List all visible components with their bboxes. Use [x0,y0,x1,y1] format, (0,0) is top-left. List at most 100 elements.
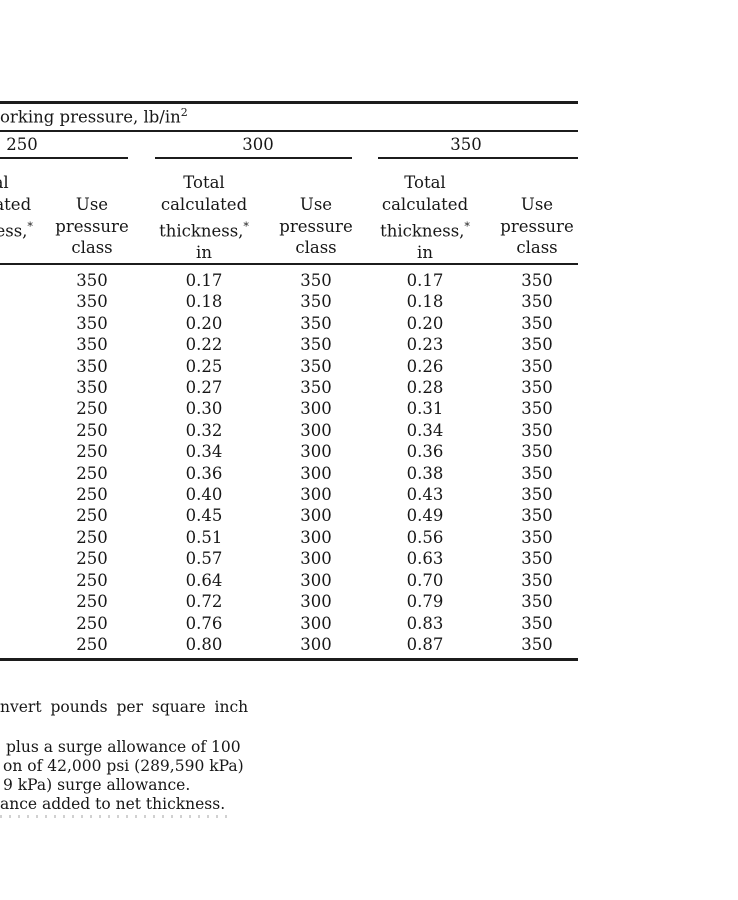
table-cell: 0.56 [406,527,444,547]
table-cell: 350 [521,506,553,526]
header-line: calculated [0,194,72,216]
title-underline-rule [0,130,578,132]
header-line: Use [75,194,109,214]
table-cell: 350 [521,485,553,505]
table-cell: 300 [300,527,332,547]
table-cell: 300 [300,570,332,590]
column-header-use-350: Use pressure class [453,172,621,259]
table-cell: 250 [76,399,108,419]
header-line: class [516,238,558,258]
header-line: in [417,242,433,262]
title-text: orking pressure, lb/in [0,107,181,127]
table-cell: 0.25 [185,356,223,376]
header-line: in [196,242,212,262]
col-use-300: 350 350 350 350 350 350 300 300 300 300 300 300 300 3… [271,270,361,655]
table-cell: 300 [300,592,332,612]
table-cell: 0.87 [406,634,444,654]
table-cell: 350 [521,271,553,290]
table-cell: 0.26 [406,356,444,376]
table-cell: 300 [300,613,332,633]
table-cell: 350 [521,634,553,654]
table-cell: 250 [76,527,108,547]
table-cell: 0.28 [406,378,444,398]
table-cell: 0.49 [406,506,444,526]
header-line: thickness,* [341,216,509,242]
header-word: calculated [0,194,32,214]
table-title-fragment: orking pressure, lb/in2 [0,106,188,127]
footnote-line-4: ance added to net thickness. [0,795,226,813]
table-cell: 300 [300,420,332,440]
table-cell: 350 [521,356,553,376]
table-cell: 350 [521,292,553,312]
header-line: Total [0,173,9,192]
table-cell: 250 [76,592,108,612]
table-cell: 350 [521,313,553,333]
table-cell: 0.23 [406,335,444,355]
table-cell: 0.31 [406,399,444,419]
table-cell: 350 [76,292,108,312]
group-300-spanner-rule [155,157,352,159]
table-cell: 0.51 [185,527,223,547]
table-cell: 350 [521,549,553,569]
table-cell: 0.22 [185,335,223,355]
col-thick-300: 0.17 0.18 0.20 0.22 0.25 0.27 0.30 0.32 0.34 0.36… [154,270,254,655]
table-cell: 0.30 [185,399,223,419]
header-word: thickness, [380,221,465,241]
header-line: thickness,* [120,216,288,242]
table-cell: 350 [300,356,332,376]
header-line: pressure [55,216,129,236]
table-cell: 250 [76,506,108,526]
table-cell: 0.32 [185,420,223,440]
table-cell: 350 [300,292,332,312]
table-cell: 0.18 [406,292,444,312]
table-cell: 350 [521,399,553,419]
header-word: thickness, [0,221,28,241]
header-line: thickness,* [0,216,72,242]
table-cell: 350 [521,442,553,462]
table-cell: 350 [521,613,553,633]
table-cell: 0.18 [185,292,223,312]
table-cell: 0.34 [185,442,223,462]
group-350-spanner-rule [378,157,578,159]
table-cell: 250 [76,570,108,590]
table-cell: 350 [521,592,553,612]
table-cell: 0.20 [185,313,223,333]
header-line: Total [183,173,225,192]
column-header-thickness-300: Total calculated thickness,* in [120,172,288,264]
table-cell: 0.38 [406,463,444,483]
header-spacer [453,172,621,194]
table-cell: 300 [300,485,332,505]
table-cell: 250 [76,442,108,462]
table-cell: 300 [300,442,332,462]
asterisk-mark: * [464,219,470,233]
table-cell: 250 [76,485,108,505]
table-cell: 0.83 [406,613,444,633]
table-cell: 350 [300,378,332,398]
table-cell: 0.40 [185,485,223,505]
column-header-thickness-250-cut: Total calculated thickness,* in [0,172,72,264]
table-cell: 350 [76,271,108,290]
header-line: class [71,238,113,258]
table-top-rule [0,101,578,104]
col-thick-350: 0.17 0.18 0.20 0.23 0.26 0.28 0.31 0.34 0.36 0.38… [375,270,475,655]
table-cell: 0.72 [185,592,223,612]
table-bottom-rule [0,658,578,661]
group-label-300: 300 [242,135,274,154]
table-cell: 0.36 [185,463,223,483]
table-cell: 350 [76,313,108,333]
header-line: Use [520,194,554,214]
group-label-250: 250 [6,135,38,154]
table-cell: 0.36 [406,442,444,462]
header-line: calculated [341,194,509,216]
table-cell: 350 [76,335,108,355]
table-cell: 250 [76,420,108,440]
asterisk-mark: * [243,219,249,233]
table-cell: 0.34 [406,420,444,440]
table-cell: 0.43 [406,485,444,505]
table-cell: 300 [300,549,332,569]
table-cell: 350 [300,313,332,333]
header-line: pressure [279,216,353,236]
cropped-line-artifact [0,815,228,818]
table-cell: 250 [76,549,108,569]
table-cell: 300 [300,399,332,419]
